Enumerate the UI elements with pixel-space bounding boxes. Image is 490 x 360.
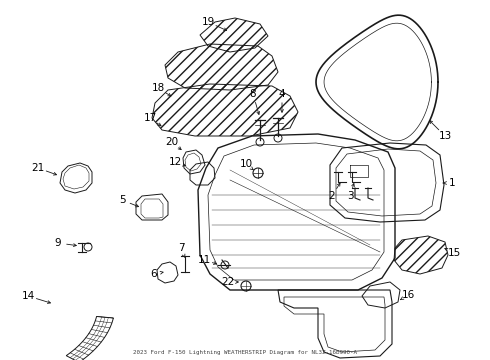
Text: 5: 5 (119, 195, 125, 205)
Text: 7: 7 (178, 243, 184, 253)
Text: 1: 1 (449, 178, 455, 188)
Text: 19: 19 (201, 17, 215, 27)
Text: 4: 4 (279, 89, 285, 99)
Text: 11: 11 (197, 255, 211, 265)
Text: 2: 2 (329, 191, 335, 201)
Text: 13: 13 (439, 131, 452, 141)
Text: 6: 6 (151, 269, 157, 279)
Text: 17: 17 (144, 113, 157, 123)
Text: 9: 9 (55, 238, 61, 248)
Text: 8: 8 (250, 89, 256, 99)
Text: 20: 20 (166, 137, 178, 147)
Text: 2023 Ford F-150 Lightning WEATHERSTRIP Diagram for NL3Z-16B990-A: 2023 Ford F-150 Lightning WEATHERSTRIP D… (133, 350, 357, 355)
Text: 15: 15 (447, 248, 461, 258)
Text: 21: 21 (31, 163, 45, 173)
Text: 22: 22 (221, 277, 235, 287)
Text: 3: 3 (347, 191, 353, 201)
Text: 12: 12 (169, 157, 182, 167)
Text: 16: 16 (401, 290, 415, 300)
Text: 14: 14 (22, 291, 35, 301)
Text: 10: 10 (240, 159, 252, 169)
Text: 18: 18 (151, 83, 165, 93)
